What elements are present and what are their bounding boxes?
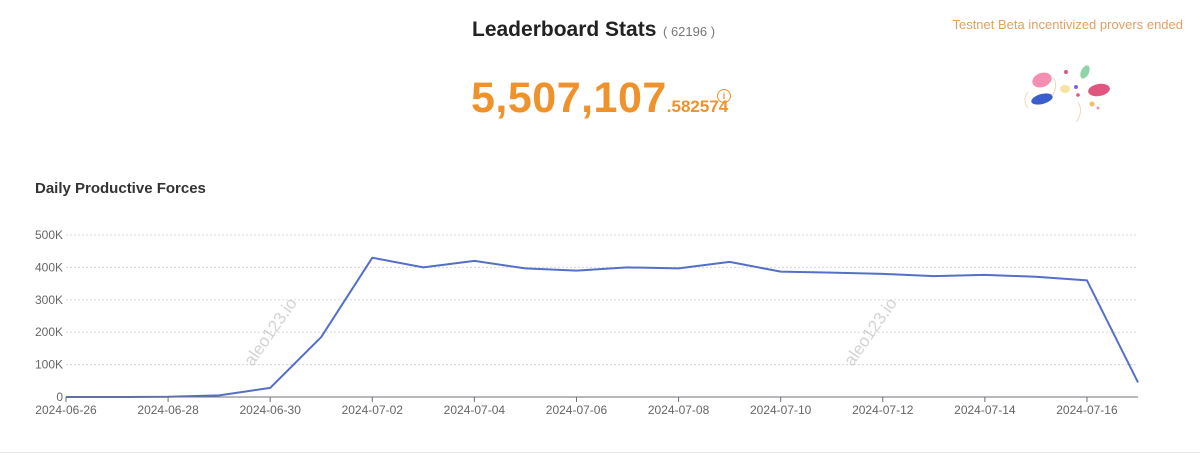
- y-tick-label: 0: [56, 390, 63, 404]
- x-tick-label: 2024-07-06: [546, 403, 608, 417]
- x-tick-label: 2024-07-02: [342, 403, 404, 417]
- confetti-icon: [1024, 65, 1110, 123]
- x-tick-label: 2024-06-28: [137, 403, 199, 417]
- notice-text: Testnet Beta incentivized provers ended: [952, 17, 1183, 32]
- participant-count: ( 62196 ): [663, 24, 716, 39]
- section-title: Daily Productive Forces: [35, 180, 206, 197]
- x-tick-label: 2024-07-14: [954, 403, 1016, 417]
- x-tick-label: 2024-07-16: [1056, 403, 1118, 417]
- x-tick-label: 2024-07-10: [750, 403, 812, 417]
- productive-forces-chart[interactable]: 0 100K 200K 300K 400K 500K 2024-06-26 2024-06-…: [0, 220, 1200, 420]
- y-tick-label: 300K: [35, 293, 63, 307]
- x-tick-label: 2024-07-08: [648, 403, 710, 417]
- page-title: Leaderboard Stats: [472, 18, 657, 41]
- y-tick-label: 400K: [35, 260, 63, 274]
- y-tick-label: 100K: [35, 358, 63, 372]
- info-icon[interactable]: i: [717, 89, 731, 103]
- total-value: 5,507,107.582574: [471, 74, 728, 123]
- series-line: [66, 256, 1139, 398]
- x-tick-label: 2024-06-26: [35, 403, 97, 417]
- total-value-decimal: .582574: [666, 97, 729, 116]
- bottom-divider: [0, 452, 1200, 453]
- x-tick-label: 2024-07-12: [852, 403, 914, 417]
- y-tick-label: 200K: [35, 325, 63, 339]
- y-tick-label: 500K: [35, 228, 63, 242]
- x-tick-label: 2024-06-30: [239, 403, 301, 417]
- total-value-integer: 5,507,107: [471, 74, 667, 122]
- x-tick-label: 2024-07-04: [444, 403, 506, 417]
